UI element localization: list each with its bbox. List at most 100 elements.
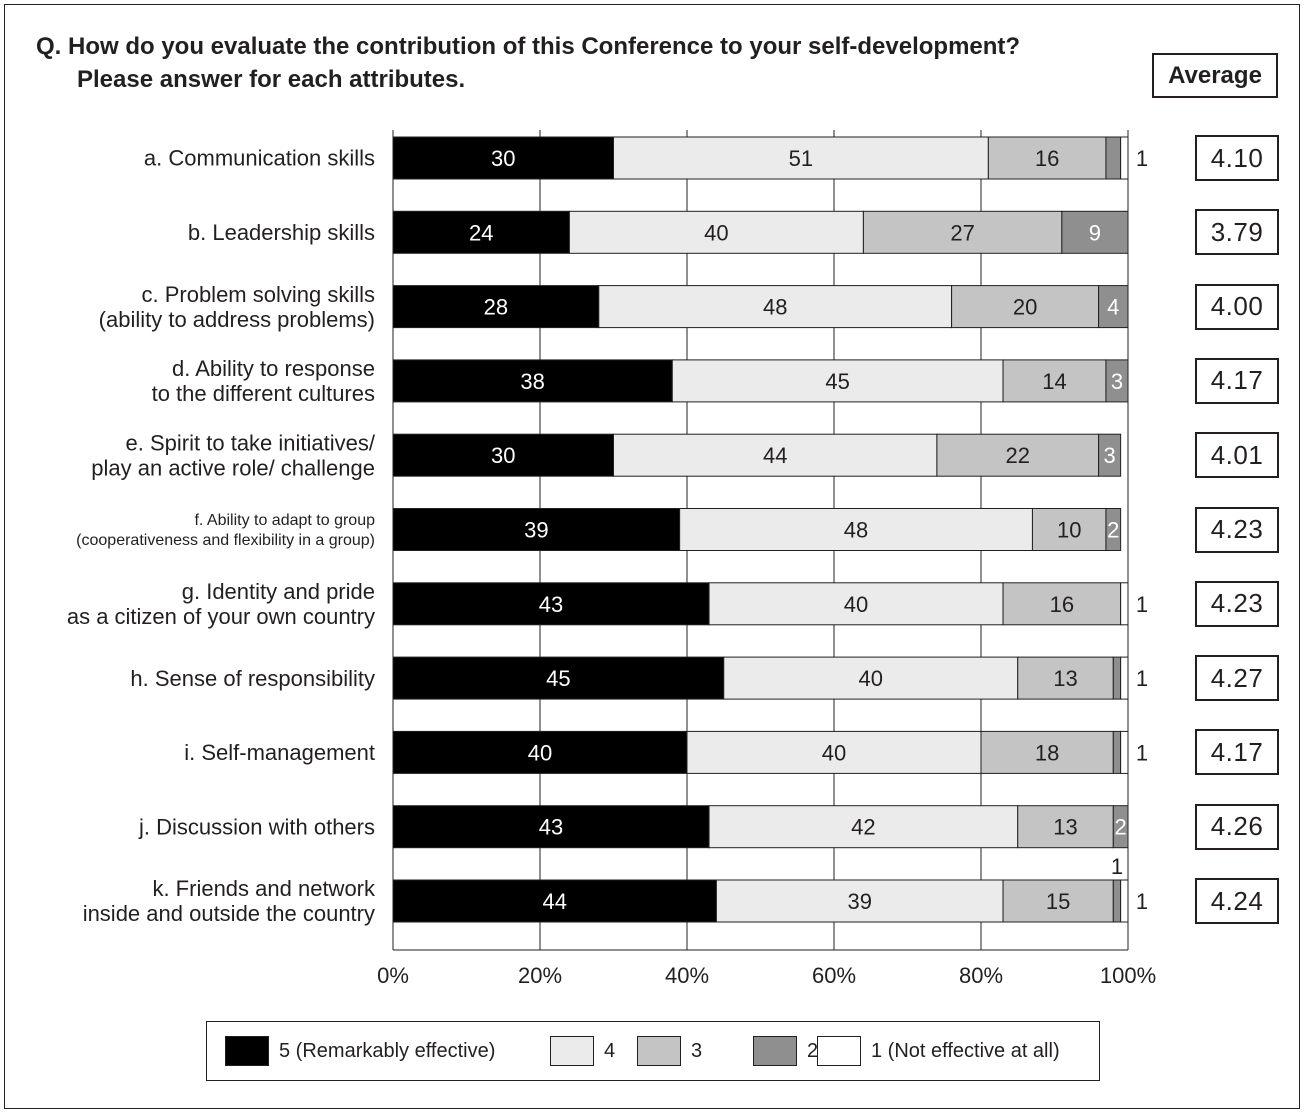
category-label: (ability to address problems): [99, 307, 375, 332]
category-label: k. Friends and network: [152, 876, 376, 901]
average-value: 4.24: [1195, 878, 1279, 924]
legend-label: 3: [691, 1039, 703, 1062]
average-value: 4.23: [1195, 506, 1279, 553]
average-value: 4.01: [1195, 432, 1279, 479]
data-label: 42: [851, 815, 875, 840]
bar-segment: [1112, 656, 1122, 700]
legend-item: 2: [753, 1022, 818, 1080]
bar-segment: [568, 210, 864, 254]
data-label: 4: [1107, 295, 1119, 320]
bar-segment: [1112, 730, 1122, 774]
data-label: 9: [1089, 220, 1101, 245]
legend-item: 4: [550, 1022, 615, 1080]
data-label: 3: [1111, 369, 1123, 394]
bar-segment: [613, 136, 989, 180]
category-label: play an active role/ challenge: [91, 455, 375, 480]
data-label: 16: [1050, 592, 1074, 617]
legend-swatch: [817, 1036, 861, 1066]
category-label: d. Ability to response: [172, 356, 375, 381]
category-label: c. Problem solving skills: [141, 282, 375, 307]
average-value: 4.00: [1195, 283, 1279, 330]
legend: 5 (Remarkably effective) 4 3 2 1 (Not effect…: [206, 1021, 1100, 1081]
data-label: 27: [950, 220, 974, 245]
data-label: 1: [1111, 854, 1123, 879]
data-label: 1: [1136, 740, 1148, 765]
data-label: 39: [524, 518, 548, 543]
data-label: 13: [1053, 666, 1077, 691]
category-label: (cooperativeness and flexibility in a gr…: [76, 532, 375, 549]
bar-segment: [1120, 582, 1129, 626]
bar-segment: [392, 730, 688, 774]
x-tick-label: 0%: [377, 963, 409, 988]
bar-segment: [862, 210, 1063, 254]
data-label: 24: [469, 220, 493, 245]
data-label: 16: [1035, 146, 1059, 171]
bar-segment: [392, 433, 614, 477]
bar-segment: [392, 359, 673, 403]
data-label: 40: [844, 592, 868, 617]
bar-segment: [1120, 656, 1129, 700]
bar-segment: [392, 210, 570, 254]
bar-segment: [936, 433, 1100, 477]
category-label: as a citizen of your own country: [67, 604, 375, 629]
data-label: 43: [539, 592, 563, 617]
legend-swatch: [753, 1036, 797, 1066]
data-label: 28: [484, 295, 508, 320]
category-label: e. Spirit to take initiatives/: [126, 430, 376, 455]
bar-segment: [1002, 879, 1114, 923]
category-label: to the different cultures: [152, 381, 375, 406]
legend-swatch: [550, 1036, 594, 1066]
bar-segment: [1017, 656, 1114, 700]
data-label: 1: [1136, 146, 1148, 171]
bar-segment: [392, 656, 725, 700]
bar-segment: [392, 879, 717, 923]
bar-segment: [686, 730, 982, 774]
data-label: 38: [520, 369, 544, 394]
bar-segment: [598, 285, 953, 329]
category-label: i. Self-management: [184, 740, 375, 765]
bar-segment: [1098, 285, 1129, 329]
legend-label: 1 (Not effective at all): [871, 1039, 1060, 1062]
category-label: h. Sense of responsibility: [130, 666, 375, 691]
average-value: 4.23: [1195, 580, 1279, 627]
bar-segment: [1120, 730, 1129, 774]
average-value: 4.17: [1195, 357, 1279, 404]
data-label: 43: [539, 815, 563, 840]
data-label: 1: [1136, 889, 1148, 914]
bar-segment: [1002, 359, 1107, 403]
bar-segment: [1105, 359, 1129, 403]
legend-label: 4: [604, 1039, 616, 1062]
bar-segment: [708, 582, 1004, 626]
legend-swatch: [225, 1036, 269, 1066]
x-tick-label: 100%: [1100, 963, 1156, 988]
legend-item: 3: [637, 1022, 702, 1080]
data-label: 51: [789, 146, 813, 171]
bar-segment: [392, 136, 614, 180]
data-label: 40: [822, 740, 846, 765]
legend-item: 1 (Not effective at all): [817, 1022, 1060, 1080]
data-label: 30: [491, 146, 515, 171]
bar-segment: [1105, 136, 1122, 180]
bar-segment: [708, 805, 1019, 849]
bar-segment: [715, 879, 1004, 923]
category-label: f. Ability to adapt to group: [194, 512, 375, 529]
data-label: 40: [704, 220, 728, 245]
bar-segment: [951, 285, 1100, 329]
legend-swatch: [637, 1036, 681, 1066]
bar-segment: [1002, 582, 1122, 626]
chart-frame: [4, 4, 1300, 1109]
average-value: 3.79: [1195, 209, 1279, 256]
data-label: 40: [528, 740, 552, 765]
data-label: 40: [859, 666, 883, 691]
bar-segment: [1112, 879, 1122, 923]
data-label: 20: [1013, 295, 1037, 320]
data-label: 48: [844, 518, 868, 543]
bar-segment: [392, 805, 710, 849]
bar-segment: [1120, 136, 1129, 180]
data-label: 14: [1042, 369, 1066, 394]
data-label: 39: [847, 889, 871, 914]
x-tick-label: 20%: [518, 963, 562, 988]
data-label: 22: [1006, 443, 1030, 468]
x-tick-label: 80%: [959, 963, 1003, 988]
